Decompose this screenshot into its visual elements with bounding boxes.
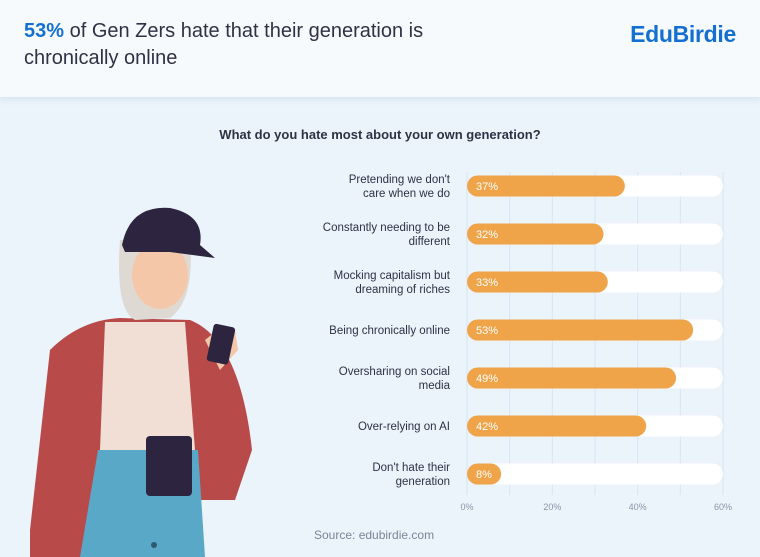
source-note: Source: edubirdie.com bbox=[314, 528, 435, 542]
category-label: dreaming of riches bbox=[355, 284, 450, 296]
bar-value-label: 49% bbox=[476, 373, 498, 385]
bar bbox=[467, 175, 625, 197]
bar bbox=[467, 367, 677, 389]
category-label: different bbox=[409, 236, 451, 248]
category-label: Pretending we don't bbox=[349, 174, 451, 186]
bar bbox=[467, 463, 502, 485]
bar-value-label: 42% bbox=[476, 421, 498, 433]
x-tick-label: 20% bbox=[543, 502, 561, 512]
category-label: Over-relying on AI bbox=[358, 421, 450, 433]
x-tick-label: 40% bbox=[629, 502, 647, 512]
chart-title: What do you hate most about your own gen… bbox=[219, 127, 541, 142]
category-label: Mocking capitalism but bbox=[334, 270, 451, 282]
header: 53% of Gen Zers hate that their generati… bbox=[0, 0, 760, 97]
bar-value-label: 33% bbox=[476, 277, 498, 289]
headline: 53% of Gen Zers hate that their generati… bbox=[24, 18, 494, 72]
bar-value-label: 53% bbox=[476, 325, 498, 337]
bar-value-label: 37% bbox=[476, 181, 498, 193]
edubirdie-logo[interactable]: EduBirdie bbox=[630, 21, 736, 47]
category-label: Oversharing on social bbox=[339, 366, 450, 378]
bar-value-label: 32% bbox=[476, 229, 498, 241]
x-tick-label: 60% bbox=[714, 502, 732, 512]
headline-text: of Gen Zers hate that their generation i… bbox=[24, 20, 424, 69]
category-label: media bbox=[419, 380, 451, 392]
category-label: care when we do bbox=[363, 188, 450, 200]
person-illustration bbox=[30, 207, 252, 557]
bar bbox=[467, 223, 604, 245]
bar bbox=[467, 271, 608, 293]
x-tick-label: 0% bbox=[460, 502, 473, 512]
category-label: Don't hate their bbox=[372, 462, 450, 474]
bar-value-label: 8% bbox=[476, 469, 492, 481]
bar-track bbox=[467, 463, 723, 485]
category-label: generation bbox=[396, 476, 450, 488]
bar bbox=[467, 415, 647, 437]
category-label: Constantly needing to be bbox=[323, 222, 450, 234]
headline-highlight: 53% bbox=[24, 20, 65, 42]
category-label: Being chronically online bbox=[329, 325, 450, 337]
bar bbox=[467, 319, 694, 341]
